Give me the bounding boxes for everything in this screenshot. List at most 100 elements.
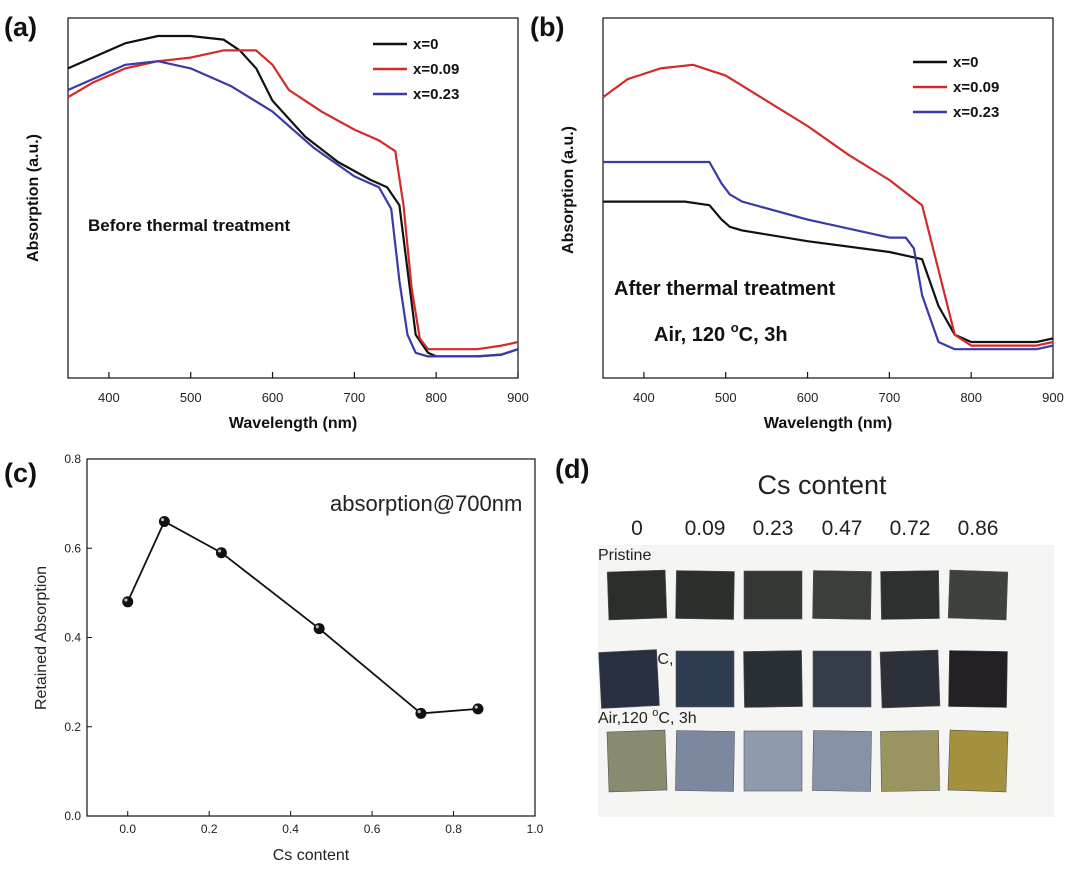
data-point-highlight [124, 598, 128, 602]
legend-label: x=0.09 [413, 61, 459, 78]
x-tick-label: 700 [344, 390, 366, 405]
panel-b-x-ticks: 400 500 600 700 800 900 [633, 372, 1064, 405]
column-label: 0.09 [685, 517, 726, 540]
y-tick-label: 0.4 [64, 631, 81, 645]
data-point-highlight [315, 625, 319, 629]
panel-a-frame [67, 17, 519, 379]
x-tick-label: 600 [797, 390, 819, 405]
x-tick-label: 0.4 [282, 822, 299, 836]
panel-d-photo: Cs content 0 0.09 0.23 0.47 0.72 0.86 Pristin… [598, 470, 1054, 817]
sample-film [880, 730, 940, 792]
data-point [158, 515, 170, 527]
y-tick-label: 0.0 [64, 809, 81, 823]
panel-b-series [602, 63, 1054, 351]
data-point [472, 703, 484, 715]
x-tick-label: 900 [1042, 390, 1064, 405]
sample-film [812, 650, 872, 708]
panel-c-annotation: absorption@700nm [330, 491, 522, 516]
legend-label: x=0.09 [953, 79, 999, 96]
panel-c-xlabel: Cs content [273, 847, 350, 864]
x-tick-label: 600 [262, 390, 284, 405]
sample-film [812, 730, 872, 792]
legend-label: x=0 [953, 54, 978, 71]
sample-film [675, 570, 735, 620]
x-tick-label: 0.6 [364, 822, 381, 836]
x-tick-label: 400 [98, 390, 120, 405]
data-point-highlight [417, 709, 421, 714]
column-label: 0.47 [822, 517, 863, 540]
y-tick-label: 0.8 [64, 452, 81, 466]
row-label: Pristine [598, 547, 651, 564]
series-line-2 [67, 60, 519, 358]
panel-a-xlabel: Wavelength (nm) [229, 415, 357, 432]
sample-film [598, 649, 660, 709]
panel-c-chart: 0.0 0.2 0.4 0.6 0.8 1.0 0.0 0.2 0.4 0.6 0.8 Cs con… [33, 452, 544, 864]
photo-title: Cs content [757, 470, 887, 500]
sample-film [947, 729, 1009, 793]
data-point-highlight [160, 518, 165, 522]
data-point [313, 623, 325, 635]
panel-c-ylabel: Retained Absorption [33, 566, 50, 710]
panel-a-chart: 400 500 600 700 800 900 Wavelength (nm) Absor… [25, 17, 529, 432]
x-tick-label: 400 [633, 390, 655, 405]
series-line-1 [67, 49, 519, 351]
x-tick-label: 0.2 [201, 822, 218, 836]
data-point-highlight [218, 549, 222, 553]
sample-film [879, 649, 941, 709]
x-tick-label: 700 [879, 390, 901, 405]
x-tick-label: 0.8 [445, 822, 462, 836]
panel-b-xlabel: Wavelength (nm) [764, 415, 892, 432]
x-tick-label: 800 [425, 390, 447, 405]
series-line-1 [602, 63, 1054, 347]
legend-label: x=0.23 [953, 104, 999, 121]
sample-film [675, 730, 735, 792]
sample-film [743, 730, 803, 792]
sample-film [743, 570, 803, 620]
panel-b-annotation-conditions: Air, 120 oC, 3h [654, 320, 788, 346]
x-tick-label: 0.0 [119, 822, 136, 836]
x-tick-label: 900 [507, 390, 529, 405]
panel-letter-c: (c) [4, 458, 37, 488]
panel-letter-a: (a) [4, 12, 37, 42]
data-point [122, 596, 134, 608]
y-tick-label: 0.6 [64, 541, 81, 555]
photo-row: Air,120 oC, 3h [598, 707, 1009, 793]
sample-film [948, 650, 1008, 708]
y-tick-label: 0.2 [64, 720, 81, 734]
series-line-0 [603, 200, 1054, 344]
x-tick-label: 500 [180, 390, 202, 405]
legend-label: x=0 [413, 36, 438, 53]
retained-line [126, 520, 479, 715]
column-label: 0 [631, 517, 643, 540]
panel-b-annotation: After thermal treatment [614, 278, 836, 300]
photo-row: N2,120 oC, 3h [598, 648, 1008, 709]
photo-sample-rows: Pristine N2,120 oC, 3hAir,120 oC, 3h [598, 547, 1009, 793]
x-tick-label: 1.0 [527, 822, 544, 836]
data-point [215, 547, 227, 559]
sample-film [675, 650, 735, 708]
sample-film [606, 569, 668, 621]
panel-b-legend: x=0 x=0.09 x=0.23 [913, 54, 999, 121]
legend-label: x=0.23 [413, 86, 459, 103]
data-point [415, 707, 427, 719]
data-point-highlight [474, 705, 478, 709]
series-line-0 [67, 34, 519, 358]
panel-a-annotation: Before thermal treatment [88, 216, 291, 235]
panel-a-ylabel: Absorption (a.u.) [25, 134, 42, 262]
panel-b-ylabel: Absorption (a.u.) [560, 126, 577, 254]
photo-row: Pristine [598, 547, 1009, 621]
sample-film [606, 729, 668, 793]
panel-a-legend: x=0 x=0.09 x=0.23 [373, 36, 459, 103]
panel-a-x-ticks: 400 500 600 700 800 900 [98, 372, 529, 405]
x-tick-label: 800 [960, 390, 982, 405]
photo-column-labels: 0 0.09 0.23 0.47 0.72 0.86 [631, 517, 998, 540]
series-line-2 [603, 160, 1054, 351]
sample-film [743, 650, 803, 708]
panel-letter-b: (b) [530, 12, 564, 42]
panel-c-ticks: 0.0 0.2 0.4 0.6 0.8 1.0 0.0 0.2 0.4 0.6 0.8 [64, 452, 543, 836]
sample-film [812, 570, 872, 620]
panel-a-series [67, 34, 519, 358]
panel-b-frame [602, 17, 1054, 379]
sample-film [880, 570, 940, 620]
